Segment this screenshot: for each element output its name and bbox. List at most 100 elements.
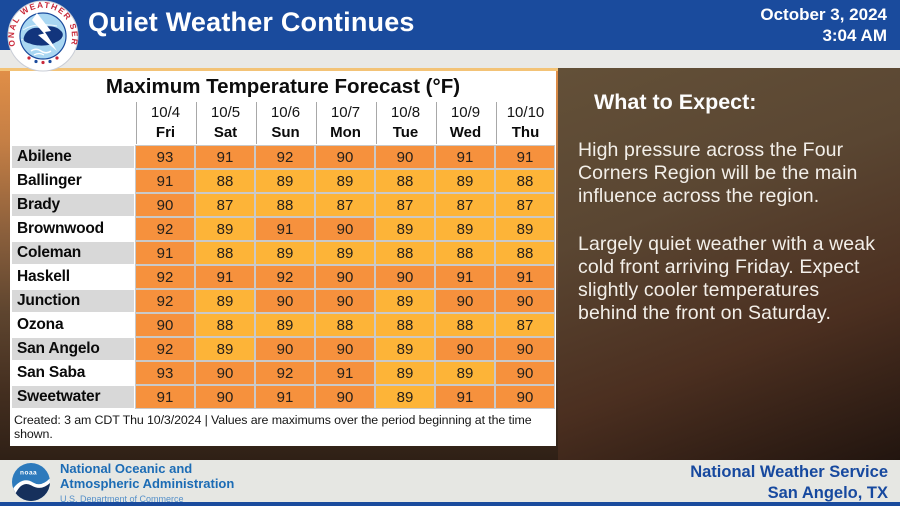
- temp-cell: 91: [496, 266, 554, 288]
- table-row: Brady 90 87 88 87 87 87 87: [12, 194, 554, 216]
- city-label: San Saba: [12, 362, 134, 384]
- column-date: 10/10: [506, 104, 545, 121]
- temp-cell: 88: [316, 314, 374, 336]
- city-label: San Angelo: [12, 338, 134, 360]
- city-label: Junction: [12, 290, 134, 312]
- temp-cell: 91: [436, 146, 494, 168]
- temp-cell: 90: [496, 290, 554, 312]
- temp-cell: 91: [136, 242, 194, 264]
- table-row: San Saba 93 90 92 91 89 89 90: [12, 362, 554, 384]
- expect-heading: What to Expect:: [594, 90, 757, 114]
- content-area: Maximum Temperature Forecast (°F) 10/4 Fr…: [0, 68, 900, 460]
- header-divider-strip: [0, 50, 900, 68]
- column-date: 10/8: [390, 104, 421, 121]
- temp-cell: 90: [496, 338, 554, 360]
- temp-cell: 91: [136, 386, 194, 408]
- temp-cell: 87: [316, 194, 374, 216]
- temp-cell: 88: [376, 170, 434, 192]
- temp-cell: 88: [436, 314, 494, 336]
- temp-cell: 92: [136, 338, 194, 360]
- temp-cell: 90: [136, 194, 194, 216]
- header-bar: Quiet Weather Continues October 3, 2024 …: [0, 0, 900, 50]
- header-time: 3:04 AM: [822, 26, 887, 46]
- expect-paragraphs: High pressure across the Four Corners Re…: [578, 139, 878, 325]
- temp-cell: 89: [436, 362, 494, 384]
- temp-cell: 93: [136, 362, 194, 384]
- column-day: Fri: [155, 123, 176, 141]
- city-label: Ballinger: [12, 170, 134, 192]
- table-title: Maximum Temperature Forecast (°F): [105, 75, 461, 98]
- footer-org: National Weather Service: [690, 463, 888, 482]
- temp-cell: 87: [436, 194, 494, 216]
- temp-cell: 90: [316, 290, 374, 312]
- expect-paragraph: Largely quiet weather with a weak cold f…: [578, 233, 876, 324]
- temp-cell: 87: [376, 194, 434, 216]
- temp-cell: 91: [196, 266, 254, 288]
- temp-cell: 89: [316, 242, 374, 264]
- table-row: Ozona 90 88 89 88 88 88 87: [12, 314, 554, 336]
- city-label: Sweetwater: [12, 386, 134, 408]
- table-row: Coleman 91 88 89 89 88 88 88: [12, 242, 554, 264]
- column-header-sat: 10/5 Sat: [196, 102, 254, 144]
- temp-cell: 90: [316, 386, 374, 408]
- temp-cell: 92: [256, 362, 314, 384]
- column-header-mon: 10/7 Mon: [316, 102, 374, 144]
- forecast-table: 10/4 Fri 10/5 Sat 10/6 Sun 10/7 Mon 10/8 Tue 10/9 W…: [10, 100, 556, 410]
- temp-cell: 90: [256, 290, 314, 312]
- forecast-table-body: Abilene 93 91 92 90 90 91 91 Ballinger 91 88 89 89 88…: [12, 146, 554, 408]
- footer-location: San Angelo, TX: [767, 484, 888, 502]
- page-title: Quiet Weather Continues: [88, 7, 415, 37]
- temp-cell: 91: [256, 386, 314, 408]
- noaa-name-line2: Atmospheric Administration: [60, 475, 235, 491]
- temp-cell: 88: [376, 242, 434, 264]
- temp-cell: 89: [256, 170, 314, 192]
- column-header-wed: 10/9 Wed: [436, 102, 494, 144]
- temp-cell: 90: [496, 362, 554, 384]
- column-day: Tue: [392, 123, 419, 141]
- header-datetime: October 3, 2024 3:04 AM: [760, 4, 887, 47]
- column-day: Mon: [330, 123, 361, 141]
- temp-cell: 90: [316, 338, 374, 360]
- temp-cell: 89: [376, 338, 434, 360]
- temp-cell: 88: [376, 314, 434, 336]
- temp-cell: 92: [136, 218, 194, 240]
- temp-cell: 88: [436, 242, 494, 264]
- temp-cell: 88: [496, 170, 554, 192]
- temp-cell: 89: [376, 362, 434, 384]
- column-header-sun: 10/6 Sun: [256, 102, 314, 144]
- column-date: 10/5: [210, 104, 241, 121]
- temp-cell: 90: [436, 290, 494, 312]
- city-label: Haskell: [12, 266, 134, 288]
- column-date: 10/6: [270, 104, 301, 121]
- temp-cell: 89: [376, 218, 434, 240]
- column-day: Thu: [511, 123, 540, 141]
- footer-bar: noaa National Oceanic and Atmospheric Ad…: [0, 460, 900, 506]
- column-header-tue: 10/8 Tue: [376, 102, 434, 144]
- column-date: 10/4: [150, 104, 181, 121]
- temp-cell: 90: [136, 314, 194, 336]
- column-header-fri: 10/4 Fri: [136, 102, 194, 144]
- city-label: Coleman: [12, 242, 134, 264]
- table-row: Ballinger 91 88 89 89 88 89 88: [12, 170, 554, 192]
- temp-cell: 89: [196, 218, 254, 240]
- temp-cell: 90: [316, 146, 374, 168]
- table-row: Junction 92 89 90 90 89 90 90: [12, 290, 554, 312]
- temp-cell: 92: [256, 266, 314, 288]
- temp-cell: 89: [196, 338, 254, 360]
- table-row: Sweetwater 91 90 91 90 89 91 90: [12, 386, 554, 408]
- temp-cell: 89: [376, 386, 434, 408]
- column-day: Wed: [449, 123, 482, 141]
- temp-cell: 87: [496, 194, 554, 216]
- temp-cell: 88: [496, 242, 554, 264]
- temp-cell: 89: [496, 218, 554, 240]
- temp-cell: 87: [496, 314, 554, 336]
- temp-cell: 91: [196, 146, 254, 168]
- table-row: Brownwood 92 89 91 90 89 89 89: [12, 218, 554, 240]
- temp-cell: 91: [136, 170, 194, 192]
- temp-cell: 90: [316, 218, 374, 240]
- column-header-thu: 10/10 Thu: [496, 102, 554, 144]
- temp-cell: 89: [376, 290, 434, 312]
- temp-cell: 88: [196, 314, 254, 336]
- temp-cell: 90: [496, 386, 554, 408]
